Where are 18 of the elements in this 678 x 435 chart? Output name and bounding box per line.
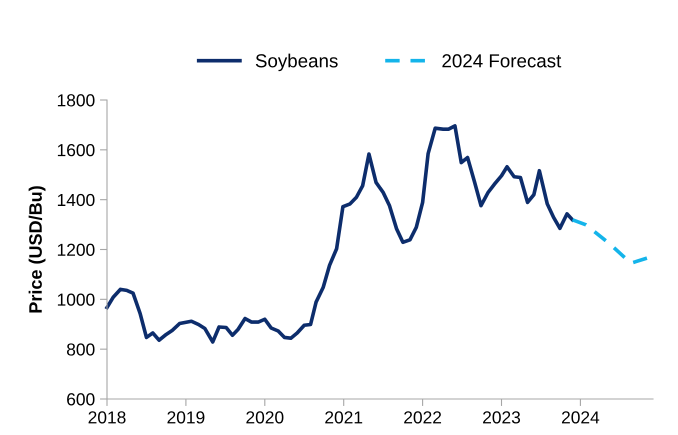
y-tick-label: 1800 <box>58 94 95 106</box>
y-axis-title: Price (USD/Bu) <box>28 186 46 312</box>
y-tick-label: 1600 <box>58 144 95 156</box>
x-tick-label: 2018 <box>88 411 126 424</box>
x-tick-label: 2024 <box>562 411 600 424</box>
x-tick-label: 2019 <box>167 411 204 424</box>
legend-label: 2024 Forecast <box>442 54 562 68</box>
y-tick-label: 800 <box>66 343 95 356</box>
y-tick-label: 1000 <box>58 294 95 306</box>
x-tick-label: 2022 <box>404 411 442 424</box>
y-tick-label: 1200 <box>58 244 95 256</box>
line-series <box>105 124 574 344</box>
x-tick-label: 2021 <box>325 411 362 424</box>
y-tick-label: 1400 <box>58 194 95 206</box>
x-tick-label: 2020 <box>246 411 284 424</box>
y-tick-label: 600 <box>67 393 95 406</box>
x-tick-label: 2023 <box>483 411 520 424</box>
legend-label: Soybeans <box>256 54 338 72</box>
